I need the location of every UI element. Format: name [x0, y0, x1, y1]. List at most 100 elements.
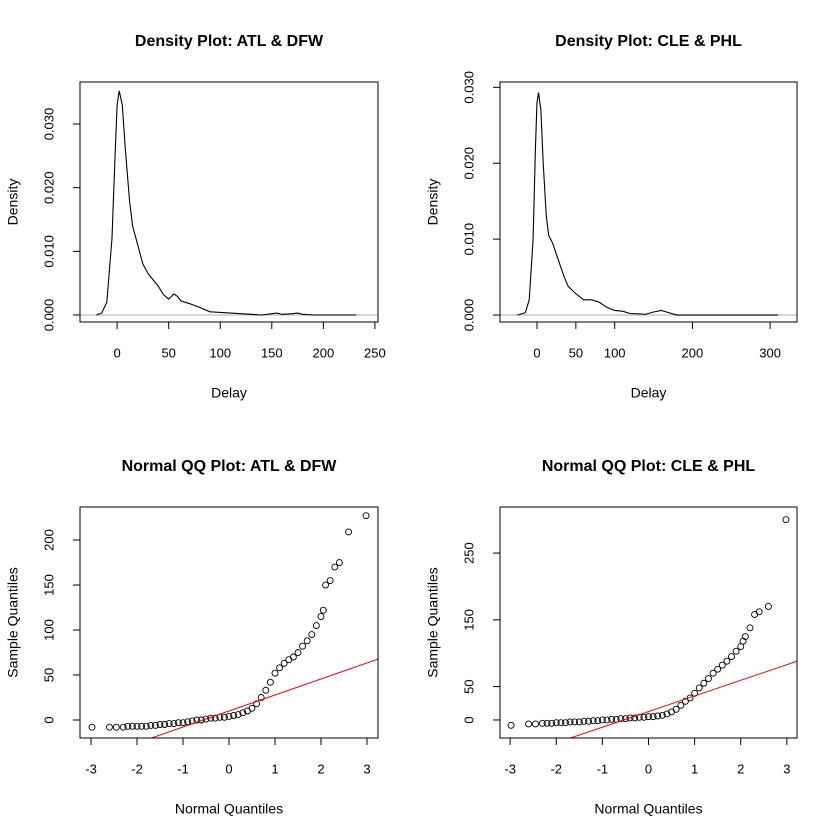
x-tick-label: -1 [177, 761, 189, 776]
panel: Density Plot: CLE & PHL Delay Density 0 50 10… [425, 33, 798, 401]
point [299, 642, 307, 650]
x-tick-label: 250 [364, 345, 386, 360]
plot-box [79, 506, 379, 739]
x-tick-label: 3 [363, 761, 370, 776]
point [626, 714, 634, 722]
point [319, 606, 327, 614]
point [640, 713, 648, 721]
x-tick-label: 200 [682, 345, 704, 360]
point [686, 694, 694, 702]
y-axis-title: Sample Quantiles [425, 567, 441, 678]
density-line [517, 92, 778, 316]
point [631, 714, 639, 722]
x-tick-label: -3 [504, 761, 516, 776]
y-tick-label: 0.030 [41, 108, 56, 141]
point [345, 528, 353, 536]
point [714, 665, 722, 673]
point [151, 721, 159, 729]
point [202, 715, 210, 723]
point [681, 697, 689, 705]
point [225, 712, 233, 720]
plot-box [499, 81, 798, 323]
y-axis-title: Density [5, 179, 21, 226]
point [262, 686, 270, 694]
y-tick-label: 250 [461, 542, 476, 564]
point [239, 709, 247, 717]
point [220, 713, 228, 721]
x-tick-label: 1 [691, 761, 698, 776]
point [585, 717, 592, 725]
point [677, 701, 685, 709]
point [193, 716, 201, 724]
point [589, 717, 597, 725]
x-tick-label: -1 [597, 761, 609, 776]
point [248, 704, 256, 712]
x-tick-label: 50 [161, 345, 175, 360]
point [161, 721, 169, 728]
point [654, 712, 662, 720]
plot-box [499, 506, 798, 739]
y-tick-label: 50 [461, 679, 476, 693]
point [575, 718, 583, 726]
point [253, 700, 261, 708]
panel: Density Plot: ATL & DFW Delay Density 0 50 10… [5, 33, 386, 400]
x-tick-label: 0 [645, 761, 652, 776]
x-tick-label: 50 [569, 345, 583, 360]
point [326, 577, 334, 584]
point [709, 669, 717, 677]
point [557, 719, 565, 727]
chart-title: Normal QQ Plot: CLE & PHL [542, 458, 756, 475]
point [764, 603, 772, 610]
point [732, 647, 740, 655]
point [362, 512, 370, 520]
point [266, 678, 274, 686]
point [525, 720, 533, 728]
plot-box [79, 81, 379, 323]
x-tick-label: 0 [533, 345, 540, 360]
point [700, 679, 708, 687]
chart-title: Density Plot: CLE & PHL [555, 33, 742, 50]
point [594, 717, 602, 725]
point [649, 713, 657, 721]
x-tick-label: -2 [131, 761, 143, 776]
point [184, 718, 192, 726]
point [672, 705, 680, 713]
x-tick-label: 300 [759, 345, 781, 360]
point [552, 719, 560, 727]
point [317, 613, 325, 620]
y-axis-title: Density [425, 179, 441, 226]
point [741, 633, 749, 640]
x-tick-label: 100 [604, 345, 626, 360]
point [782, 516, 790, 524]
point [276, 664, 284, 672]
point [280, 659, 288, 667]
x-axis-title: Normal Quantiles [175, 801, 283, 817]
y-axis-title: Sample Quantiles [5, 567, 21, 678]
x-tick-label: 2 [317, 761, 324, 776]
point [538, 719, 546, 727]
chart-title: Density Plot: ATL & DFW [135, 33, 324, 50]
point [617, 715, 625, 723]
x-tick-label: -3 [85, 761, 97, 776]
x-tick-label: 0 [114, 345, 121, 360]
point [658, 711, 666, 719]
point [156, 721, 164, 728]
point [705, 675, 712, 683]
point [88, 723, 96, 731]
point [566, 718, 574, 726]
x-tick-label: 0 [225, 761, 232, 776]
point [128, 722, 136, 730]
point [119, 723, 127, 731]
density-line [96, 90, 357, 316]
plot-area [80, 90, 378, 316]
y-tick-label: 150 [41, 574, 56, 596]
point [271, 669, 279, 677]
point [608, 715, 616, 723]
point [562, 719, 569, 727]
chart-title: Normal QQ Plot: ATL & DFW [122, 458, 338, 475]
x-axis-title: Delay [211, 385, 247, 401]
point [312, 622, 320, 629]
plot-area [507, 516, 797, 738]
point [728, 653, 735, 660]
